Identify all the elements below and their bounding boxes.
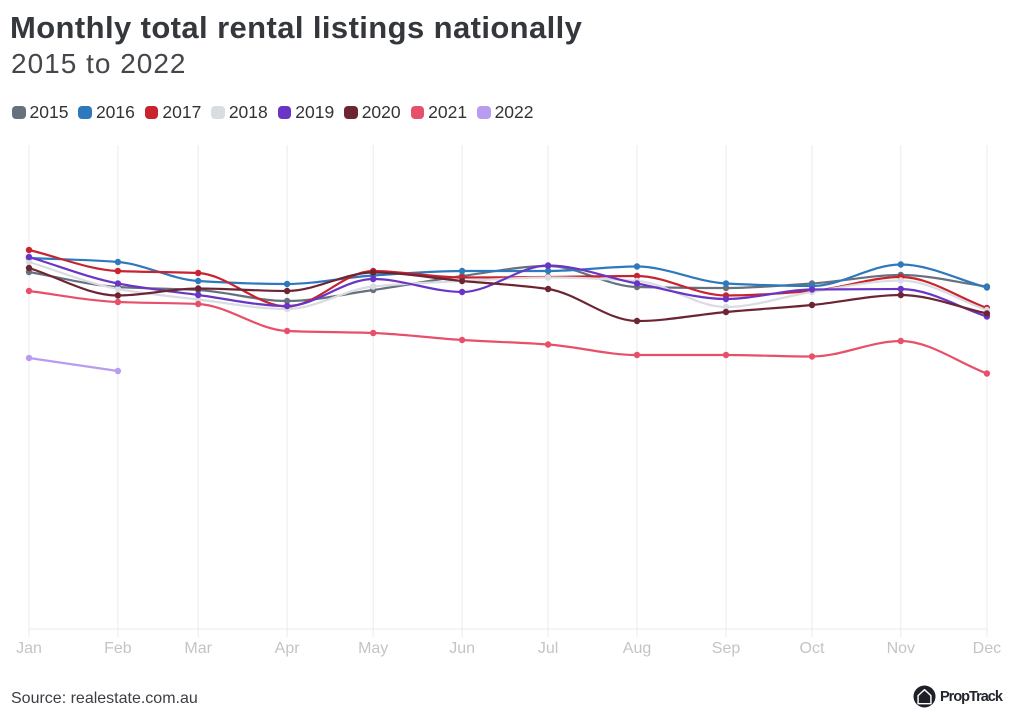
svg-text:Apr: Apr bbox=[275, 640, 301, 657]
svg-text:May: May bbox=[358, 640, 388, 657]
svg-text:Feb: Feb bbox=[104, 640, 132, 657]
svg-text:Jan: Jan bbox=[16, 640, 42, 657]
svg-text:Jul: Jul bbox=[538, 640, 558, 657]
svg-text:Oct: Oct bbox=[800, 640, 825, 657]
svg-text:Mar: Mar bbox=[184, 640, 212, 657]
svg-text:Jun: Jun bbox=[449, 640, 475, 657]
svg-text:Dec: Dec bbox=[973, 640, 1001, 657]
svg-text:Nov: Nov bbox=[887, 640, 915, 657]
svg-text:Aug: Aug bbox=[623, 640, 651, 657]
svg-text:Sep: Sep bbox=[712, 640, 741, 657]
